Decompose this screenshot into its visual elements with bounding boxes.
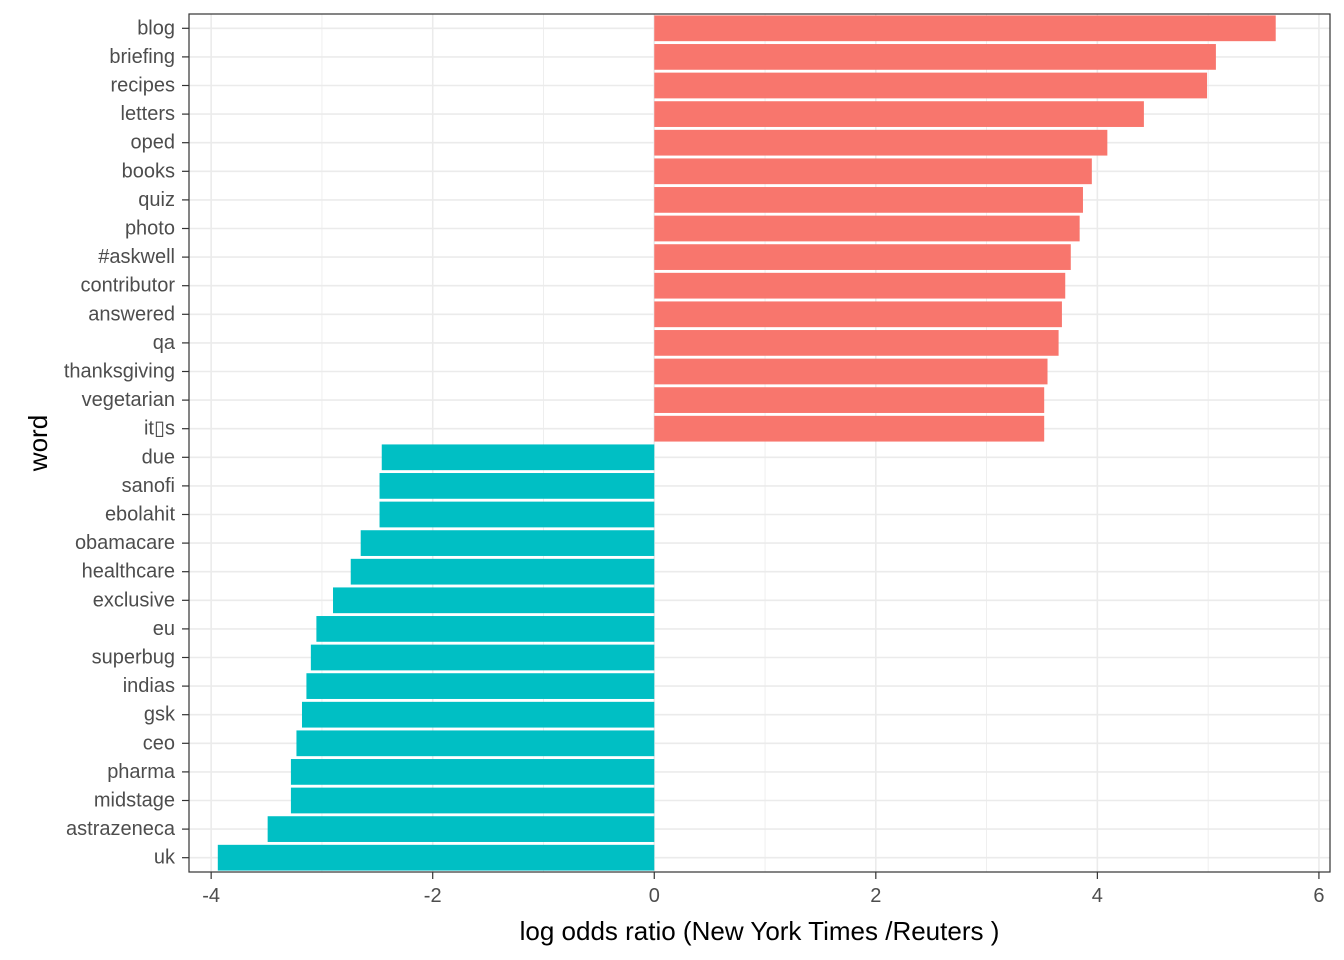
y-tick-label: photo xyxy=(125,218,175,240)
y-axis-title: word xyxy=(23,415,53,472)
x-tick-label: 4 xyxy=(1092,885,1103,907)
bar-quiz xyxy=(654,187,1083,213)
bar-pharma xyxy=(290,759,655,785)
x-tick-label: 0 xyxy=(649,885,660,907)
x-tick-label: 6 xyxy=(1313,885,1324,907)
y-tick-label: due xyxy=(142,446,175,468)
y-tick-label: healthcare xyxy=(82,561,175,583)
y-tick-label: oped xyxy=(131,132,176,154)
bar-indias xyxy=(306,673,655,699)
bar-due xyxy=(381,444,655,471)
bar-ceo xyxy=(296,730,655,757)
y-tick-label: answered xyxy=(88,303,175,325)
bar-books xyxy=(654,158,1092,185)
bar-exclusive xyxy=(333,587,655,614)
bar-letters xyxy=(654,101,1144,127)
bar-obamacare xyxy=(360,530,655,556)
y-tick-label: astrazeneca xyxy=(66,818,176,840)
y-tick-label: exclusive xyxy=(93,589,175,611)
bar-briefing xyxy=(654,44,1216,70)
bar-eu xyxy=(316,616,655,642)
bars xyxy=(217,15,1276,871)
y-tick-label: it▯s xyxy=(144,418,175,440)
y-tick-label: eu xyxy=(153,618,175,640)
x-axis-ticks: -4 -2 0 2 4 6 xyxy=(202,872,1324,907)
bar-it▯s xyxy=(654,415,1045,442)
y-tick-label: uk xyxy=(154,847,176,869)
bar-superbug xyxy=(310,644,655,671)
x-tick-label: -4 xyxy=(202,885,220,907)
y-tick-label: briefing xyxy=(109,46,175,68)
y-tick-label: obamacare xyxy=(75,532,175,554)
bar-answered xyxy=(654,301,1062,328)
y-tick-label: vegetarian xyxy=(82,389,175,411)
bar-thanksgiving xyxy=(654,358,1048,385)
bar-ebolahit xyxy=(379,501,655,528)
bar-astrazeneca xyxy=(267,816,655,842)
bar-#askwell xyxy=(654,244,1071,270)
y-tick-label: pharma xyxy=(107,761,176,783)
bar-blog xyxy=(654,15,1276,42)
y-tick-label: contributor xyxy=(81,275,176,297)
bar-midstage xyxy=(290,787,655,814)
bar-vegetarian xyxy=(654,387,1045,413)
y-tick-label: superbug xyxy=(92,647,175,669)
panel-border xyxy=(188,13,1331,873)
y-tick-label: ebolahit xyxy=(105,504,176,526)
y-tick-label: indias xyxy=(123,675,175,697)
y-tick-label: quiz xyxy=(138,189,175,211)
x-tick-label: 2 xyxy=(870,885,881,907)
bar-oped xyxy=(654,129,1108,156)
y-tick-label: books xyxy=(122,160,175,182)
x-axis-title: log odds ratio (New York Times /Reuters … xyxy=(520,916,1000,946)
y-tick-label: qa xyxy=(153,332,176,354)
y-tick-label: midstage xyxy=(94,790,175,812)
y-tick-label: recipes xyxy=(111,75,175,97)
y-axis-ticks: blog briefing recipes letters oped books quiz p… xyxy=(64,17,189,869)
y-tick-label: gsk xyxy=(144,704,176,726)
bar-contributor xyxy=(654,272,1066,299)
y-tick-label: #askwell xyxy=(98,246,175,268)
y-tick-label: blog xyxy=(137,17,175,39)
y-tick-label: letters xyxy=(121,103,175,125)
x-tick-label: -2 xyxy=(424,885,442,907)
y-tick-label: thanksgiving xyxy=(64,361,175,383)
bar-photo xyxy=(654,215,1080,242)
bar-recipes xyxy=(654,72,1208,99)
y-tick-label: ceo xyxy=(143,732,175,754)
bar-qa xyxy=(654,330,1059,356)
y-tick-label: sanofi xyxy=(122,475,175,497)
bar-healthcare xyxy=(350,558,655,585)
bar-sanofi xyxy=(379,473,655,499)
bar-uk xyxy=(217,844,655,871)
bar-gsk xyxy=(301,701,655,728)
